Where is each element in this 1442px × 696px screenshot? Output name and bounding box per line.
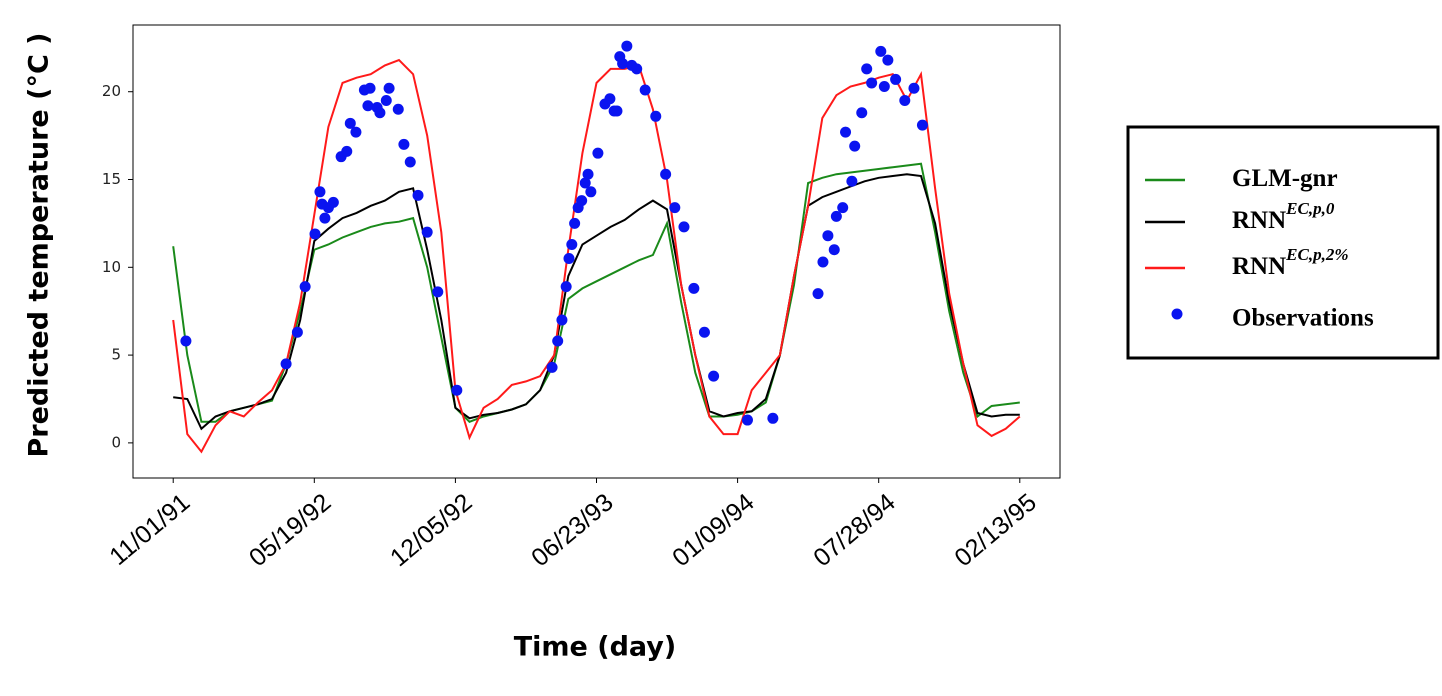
observation-point xyxy=(299,281,311,293)
observation-point xyxy=(180,335,192,347)
observation-point xyxy=(846,175,858,187)
legend-label: RNNEC,p,0 xyxy=(1232,199,1335,234)
observation-point xyxy=(291,326,303,338)
observation-point xyxy=(582,168,594,180)
observation-point xyxy=(660,168,672,180)
observation-point xyxy=(617,58,629,70)
observation-point xyxy=(817,256,829,268)
x-tick-label: 06/23/93 xyxy=(526,488,619,572)
observation-point xyxy=(432,286,444,298)
observation-point xyxy=(767,412,779,424)
observation-point xyxy=(708,370,720,382)
observation-point xyxy=(576,195,588,207)
x-tick-label: 07/28/94 xyxy=(808,488,901,572)
observation-point xyxy=(611,105,623,117)
observation-point xyxy=(556,314,568,326)
observation-point xyxy=(840,126,852,138)
observation-point xyxy=(451,384,463,396)
y-axis-label: Predicted temperature (°C ) xyxy=(24,32,55,457)
observation-point xyxy=(639,84,651,96)
legend-box xyxy=(1126,125,1440,360)
observation-point xyxy=(280,358,292,370)
x-tick-label: 01/09/94 xyxy=(667,488,760,572)
observation-point xyxy=(350,126,362,138)
observation-point xyxy=(546,361,558,373)
observation-point xyxy=(621,40,633,52)
observation-point xyxy=(878,80,890,92)
y-tick-label: 5 xyxy=(111,346,121,364)
observation-point xyxy=(837,202,849,214)
legend-label-superscript: EC,p,0 xyxy=(1285,199,1335,218)
observation-point xyxy=(669,202,681,214)
observation-point xyxy=(392,103,404,115)
observation-point xyxy=(650,110,662,122)
legend-label: GLM-gnr xyxy=(1232,165,1338,192)
observation-point xyxy=(604,93,616,105)
y-tick-label: 20 xyxy=(102,82,121,100)
x-tick-label: 02/13/95 xyxy=(949,488,1042,572)
legend-label: Observations xyxy=(1232,305,1374,332)
legend-label-name: RNN xyxy=(1232,253,1286,280)
observation-point xyxy=(421,226,433,238)
plot-frame xyxy=(132,24,1061,479)
observation-point xyxy=(822,230,834,242)
observation-point xyxy=(812,288,824,300)
observation-point xyxy=(678,221,690,233)
observation-point xyxy=(569,217,581,229)
observation-point xyxy=(383,82,395,94)
series-line xyxy=(172,58,1021,454)
observation-point xyxy=(890,73,902,85)
y-tick-label: 15 xyxy=(102,170,121,188)
observation-point xyxy=(579,177,591,189)
observation-point xyxy=(404,156,416,168)
observation-point xyxy=(861,63,873,75)
observation-point xyxy=(592,147,604,159)
observation-point xyxy=(866,77,878,89)
observation-point xyxy=(688,282,700,294)
legend-label-superscript: EC,p,2% xyxy=(1285,245,1348,264)
observation-point xyxy=(908,82,920,94)
observation-point xyxy=(344,117,356,129)
x-tick-label: 11/01/91 xyxy=(104,488,195,571)
observation-point xyxy=(314,186,326,198)
y-tick-label: 0 xyxy=(111,433,121,451)
x-axis-label: Time (day) xyxy=(514,632,677,663)
observation-point xyxy=(362,100,374,112)
observation-point xyxy=(560,281,572,293)
observation-point xyxy=(875,45,887,57)
observation-point xyxy=(327,196,339,208)
observation-point xyxy=(374,107,386,119)
series-line xyxy=(173,173,1020,431)
series-line xyxy=(172,162,1020,423)
observation-point xyxy=(585,186,597,198)
legend-label: RNNEC,p,2% xyxy=(1232,245,1349,280)
observation-point xyxy=(828,244,840,256)
observation-point xyxy=(412,189,424,201)
legend-label-name: RNN xyxy=(1232,207,1286,234)
observation-point xyxy=(631,63,643,75)
legend-marker xyxy=(1171,308,1183,320)
observation-point xyxy=(380,95,392,106)
observation-point xyxy=(882,54,894,66)
legend-label-name: GLM-gnr xyxy=(1232,165,1338,192)
observation-point xyxy=(309,228,321,240)
observation-point xyxy=(319,212,331,224)
observation-point xyxy=(916,119,928,131)
observation-point xyxy=(398,138,410,150)
observation-point xyxy=(741,414,753,426)
observation-point xyxy=(566,238,578,250)
y-tick-label: 10 xyxy=(102,258,121,276)
observation-point xyxy=(849,140,861,152)
observation-point xyxy=(698,326,710,338)
observation-point xyxy=(899,95,911,106)
observation-point xyxy=(856,107,868,119)
observation-point xyxy=(552,335,564,347)
observation-point xyxy=(563,253,575,265)
observation-point xyxy=(341,145,353,157)
x-tick-label: 05/19/92 xyxy=(244,488,337,572)
x-tick-label: 12/05/92 xyxy=(385,488,478,572)
observation-point xyxy=(364,82,376,94)
observation-point xyxy=(830,210,842,222)
